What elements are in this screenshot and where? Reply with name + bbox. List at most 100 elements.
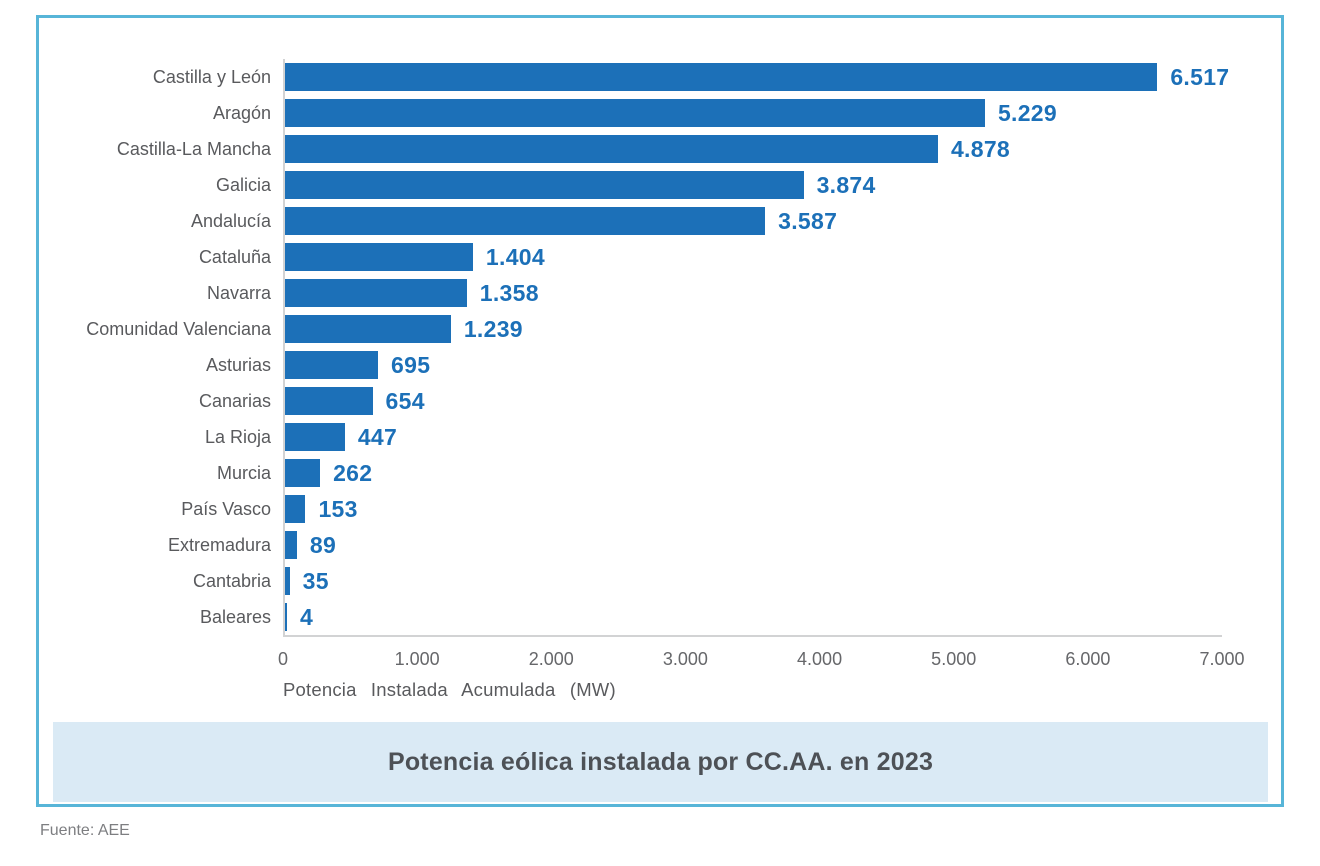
category-label: Comunidad Valenciana bbox=[86, 318, 271, 339]
category-label: Cataluña bbox=[198, 246, 271, 267]
bar-row: País Vasco 153 bbox=[39, 491, 1222, 527]
bar-row: Extremadura 89 bbox=[39, 527, 1222, 563]
value-label: 153 bbox=[318, 495, 358, 522]
x-axis: 0 1.000 2.000 3.000 4.000 5.000 6.000 7.000 bbox=[39, 635, 1281, 677]
x-tick-label: 7.000 bbox=[1199, 649, 1245, 669]
x-tick-label: 3.000 bbox=[662, 649, 708, 669]
bar-chart: Castilla y León 6.517 Aragón 5.229 Castilla-… bbox=[39, 18, 1281, 701]
bar bbox=[285, 243, 473, 271]
bar bbox=[285, 315, 451, 343]
category-label: Aragón bbox=[212, 102, 271, 123]
x-tick-label: 0 bbox=[277, 649, 289, 669]
bar-track: 654 bbox=[283, 383, 1222, 419]
bar-row: Aragón 5.229 bbox=[39, 95, 1222, 131]
bar-track: 89 bbox=[283, 527, 1222, 563]
bar bbox=[285, 387, 373, 415]
bar-row: Asturias 695 bbox=[39, 347, 1222, 383]
value-label: 1.239 bbox=[463, 315, 523, 342]
x-tick-label: 6.000 bbox=[1065, 649, 1111, 669]
chart-card: Castilla y León 6.517 Aragón 5.229 Castilla-… bbox=[36, 15, 1284, 807]
category-label: País Vasco bbox=[181, 498, 271, 519]
bar-track: 1.404 bbox=[283, 239, 1222, 275]
bar-row: Baleares 4 bbox=[39, 599, 1222, 635]
bar bbox=[285, 279, 467, 307]
category-label: Murcia bbox=[216, 462, 271, 483]
bar bbox=[285, 603, 287, 631]
bar bbox=[285, 567, 290, 595]
bar bbox=[285, 351, 379, 379]
bar-row: Cantabria 35 bbox=[39, 563, 1222, 599]
value-label: 654 bbox=[385, 387, 425, 414]
category-label: Castilla y León bbox=[152, 66, 271, 87]
x-tick-label: 1.000 bbox=[394, 649, 440, 669]
bar bbox=[285, 171, 804, 199]
x-axis-label: Potencia Instalada Acumulada (MW) bbox=[283, 679, 616, 700]
category-label: Navarra bbox=[206, 282, 271, 303]
bar bbox=[285, 99, 985, 127]
bar-track: 3.587 bbox=[283, 203, 1222, 239]
value-label: 4.878 bbox=[950, 135, 1011, 162]
value-label: 447 bbox=[357, 423, 398, 450]
bar-rows: Castilla y León 6.517 Aragón 5.229 Castilla-… bbox=[39, 58, 1229, 635]
value-label: 89 bbox=[309, 531, 337, 558]
x-tick-label: 4.000 bbox=[797, 649, 843, 669]
value-label: 35 bbox=[302, 567, 329, 594]
bar-row: Andalucía 3.587 bbox=[39, 203, 1222, 239]
value-label: 262 bbox=[333, 459, 373, 486]
bar-track: 35 bbox=[283, 563, 1222, 599]
bar-track: 1.358 bbox=[283, 275, 1222, 311]
axis-label-spacer bbox=[39, 679, 283, 701]
bar-row: Murcia 262 bbox=[39, 455, 1222, 491]
source-note: Fuente: AEE bbox=[40, 822, 130, 839]
value-label: 1.404 bbox=[485, 243, 545, 270]
value-label: 3.587 bbox=[778, 207, 838, 234]
bar-track: 5.229 bbox=[283, 95, 1222, 131]
value-label: 695 bbox=[391, 351, 431, 378]
bar bbox=[285, 135, 938, 163]
value-label: 5.229 bbox=[997, 99, 1057, 126]
value-label: 6.517 bbox=[1170, 63, 1230, 90]
x-axis-label-row: Potencia Instalada Acumulada (MW) bbox=[39, 679, 1281, 701]
value-label: 4 bbox=[300, 603, 314, 630]
bar-track: 4 bbox=[283, 599, 1222, 635]
category-label: Canarias bbox=[198, 390, 271, 411]
category-label: Asturias bbox=[205, 354, 271, 375]
category-label: Extremadura bbox=[167, 534, 271, 555]
bar-row: Canarias 654 bbox=[39, 383, 1222, 419]
bar bbox=[285, 207, 766, 235]
bar bbox=[285, 63, 1158, 91]
category-label: Baleares bbox=[199, 606, 271, 627]
x-tick-label: 5.000 bbox=[931, 649, 977, 669]
bar-track: 1.239 bbox=[283, 311, 1222, 347]
bar-track: 4.878 bbox=[283, 131, 1222, 167]
bar-row: Castilla-La Mancha 4.878 bbox=[39, 131, 1222, 167]
bar-track: 447 bbox=[283, 419, 1222, 455]
bar bbox=[285, 423, 345, 451]
chart-title-band: Potencia eólica instalada por CC.AA. en … bbox=[53, 722, 1268, 802]
bar-row: Navarra 1.358 bbox=[39, 275, 1222, 311]
bar-row: La Rioja 447 bbox=[39, 419, 1222, 455]
value-label: 3.874 bbox=[816, 171, 876, 198]
bar-track: 262 bbox=[283, 455, 1222, 491]
bar-row: Galicia 3.874 bbox=[39, 167, 1222, 203]
chart-title: Potencia eólica instalada por CC.AA. en … bbox=[387, 747, 934, 776]
category-label: Cantabria bbox=[192, 570, 271, 591]
bar-track: 3.874 bbox=[283, 167, 1222, 203]
bar-row: Comunidad Valenciana 1.239 bbox=[39, 311, 1222, 347]
bar-row: Castilla y León 6.517 bbox=[39, 59, 1229, 95]
category-label: Castilla-La Mancha bbox=[116, 138, 271, 159]
bar-track: 695 bbox=[283, 347, 1222, 383]
value-label: 1.358 bbox=[479, 279, 539, 306]
x-tick-label: 2.000 bbox=[528, 649, 574, 669]
category-label: Andalucía bbox=[190, 210, 271, 231]
bar-track: 153 bbox=[283, 491, 1222, 527]
bar bbox=[285, 459, 321, 487]
category-label: La Rioja bbox=[204, 426, 271, 447]
bar bbox=[285, 495, 306, 523]
bar-row: Cataluña 1.404 bbox=[39, 239, 1222, 275]
axis-spacer bbox=[39, 635, 283, 677]
x-axis-ticks: 0 1.000 2.000 3.000 4.000 5.000 6.000 7.000 bbox=[278, 635, 1245, 677]
bar bbox=[285, 531, 297, 559]
category-label: Galicia bbox=[215, 174, 271, 195]
